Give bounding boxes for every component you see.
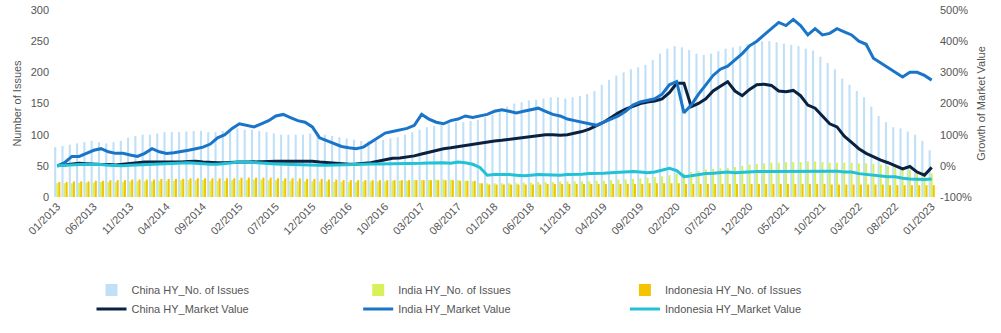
svg-text:09/2019: 09/2019 <box>609 200 646 237</box>
svg-text:100: 100 <box>31 129 49 141</box>
svg-text:300%: 300% <box>940 66 968 78</box>
svg-text:01/2013: 01/2013 <box>26 200 63 237</box>
svg-text:10/2021: 10/2021 <box>791 200 828 237</box>
svg-text:12/2020: 12/2020 <box>718 200 755 237</box>
svg-text:12/2015: 12/2015 <box>281 200 318 237</box>
svg-text:China HY_No. of Issues: China HY_No. of Issues <box>132 284 250 296</box>
svg-text:08/2017: 08/2017 <box>427 200 464 237</box>
svg-text:06/2013: 06/2013 <box>62 200 99 237</box>
svg-text:01/2023: 01/2023 <box>900 200 937 237</box>
svg-text:India HY_Market Value: India HY_Market Value <box>398 303 510 315</box>
svg-text:400%: 400% <box>940 35 968 47</box>
svg-text:02/2020: 02/2020 <box>645 200 682 237</box>
svg-text:Number of Issues: Number of Issues <box>11 60 23 147</box>
svg-text:200: 200 <box>31 66 49 78</box>
svg-text:07/2015: 07/2015 <box>245 200 282 237</box>
svg-text:China HY_Market Value: China HY_Market Value <box>132 303 249 315</box>
svg-text:0: 0 <box>43 191 49 203</box>
svg-text:03/2017: 03/2017 <box>390 200 427 237</box>
svg-text:India HY_No. of Issues: India HY_No. of Issues <box>398 284 511 296</box>
svg-text:09/2014: 09/2014 <box>172 200 209 237</box>
svg-text:05/2016: 05/2016 <box>317 200 354 237</box>
svg-text:Indonesia HY_Market Value: Indonesia HY_Market Value <box>665 303 801 315</box>
svg-text:Indonesia HY_No. of Issues: Indonesia HY_No. of Issues <box>665 284 802 296</box>
svg-text:Growth of Market Value: Growth of Market Value <box>975 46 987 161</box>
svg-text:06/2018: 06/2018 <box>500 200 537 237</box>
svg-text:01/2018: 01/2018 <box>463 200 500 237</box>
svg-text:11/2013: 11/2013 <box>99 200 135 236</box>
svg-text:02/2015: 02/2015 <box>208 200 245 237</box>
svg-text:11/2018: 11/2018 <box>537 200 573 236</box>
svg-text:10/2016: 10/2016 <box>354 200 391 237</box>
svg-text:50: 50 <box>37 160 49 172</box>
svg-text:200%: 200% <box>940 97 968 109</box>
svg-text:04/2019: 04/2019 <box>572 200 609 237</box>
svg-text:05/2021: 05/2021 <box>755 200 792 237</box>
svg-text:150: 150 <box>31 97 49 109</box>
svg-text:250: 250 <box>31 35 49 47</box>
svg-text:04/2014: 04/2014 <box>135 200 172 237</box>
svg-text:300: 300 <box>31 4 49 16</box>
svg-text:-100%: -100% <box>940 191 972 203</box>
svg-text:08/2022: 08/2022 <box>864 200 901 237</box>
svg-text:07/2020: 07/2020 <box>682 200 719 237</box>
svg-text:500%: 500% <box>940 4 968 16</box>
svg-text:0%: 0% <box>940 160 956 172</box>
svg-text:100%: 100% <box>940 129 968 141</box>
svg-text:03/2022: 03/2022 <box>828 200 865 237</box>
